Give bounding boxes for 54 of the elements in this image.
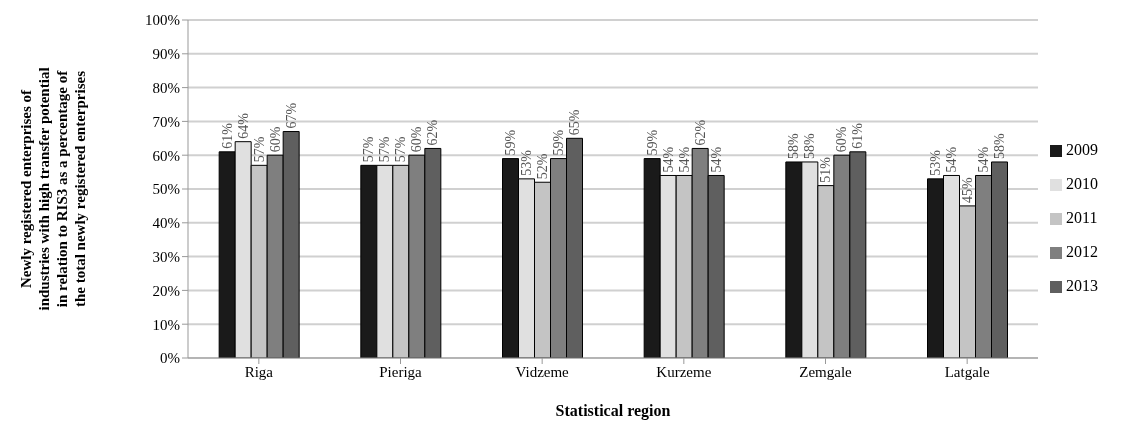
legend-label: 2009 [1066,141,1098,158]
data-label: 57% [393,136,409,163]
y-tick-label: 0% [160,350,180,367]
data-label: 52% [535,153,550,180]
y-tick-label: 10% [152,316,180,333]
legend-label: 2012 [1066,243,1098,260]
data-label: 60% [409,126,425,153]
x-tick-label: Kurzeme [656,363,712,380]
data-label: 57% [377,136,393,163]
legend-label: 2013 [1066,277,1098,294]
data-label: 53% [519,149,534,176]
legend-label: 2011 [1066,209,1098,226]
x-axis-title: Statistical region [555,402,671,420]
y-tick-label: 40% [152,215,180,232]
legend-label: 2010 [1066,175,1098,192]
data-label: 54% [976,146,991,173]
data-label: 60% [267,126,283,153]
x-tick-label: Vidzeme [515,363,570,380]
data-label: 62% [692,119,708,146]
data-label: 61% [850,122,866,149]
data-label: 45% [960,176,975,203]
data-label: 53% [928,149,943,176]
data-label: 59% [551,129,566,156]
data-label: 64% [235,112,251,139]
y-tick-label: 90% [152,46,180,63]
data-label: 59% [644,129,660,156]
x-tick-label: Pieriga [379,363,423,380]
data-label: 57% [251,136,267,163]
data-label: 60% [834,126,850,153]
data-label: 65% [567,109,582,136]
y-tick-label: 70% [152,113,180,130]
data-label: 54% [944,146,959,173]
data-label: 54% [676,146,692,173]
data-label: 54% [708,146,724,173]
data-label: 58% [786,132,802,159]
y-axis-title: Newly registered enterprises of industries with high transfer potential in relation to RIS3 as a percentage of the total newly registered enterprises [18,67,88,311]
data-label: 62% [425,119,441,146]
data-label: 61% [219,122,235,149]
y-tick-label: 20% [152,282,180,299]
y-tick-label: 100% [145,12,180,29]
y-tick-label: 80% [152,79,180,96]
data-label: 59% [503,129,518,156]
x-tick-label: Latgale [944,363,990,380]
x-tick-label: Riga [244,363,274,380]
x-tick-label: Zemgale [799,363,853,380]
y-tick-label: 50% [152,181,180,198]
data-label: 54% [660,146,676,173]
y-tick-label: 60% [152,147,180,164]
data-label: 51% [818,156,834,183]
data-label: 58% [992,132,1007,159]
data-label: 58% [802,132,818,159]
y-tick-label: 30% [152,248,180,265]
data-label: 67% [283,102,299,129]
data-label: 57% [361,136,377,163]
